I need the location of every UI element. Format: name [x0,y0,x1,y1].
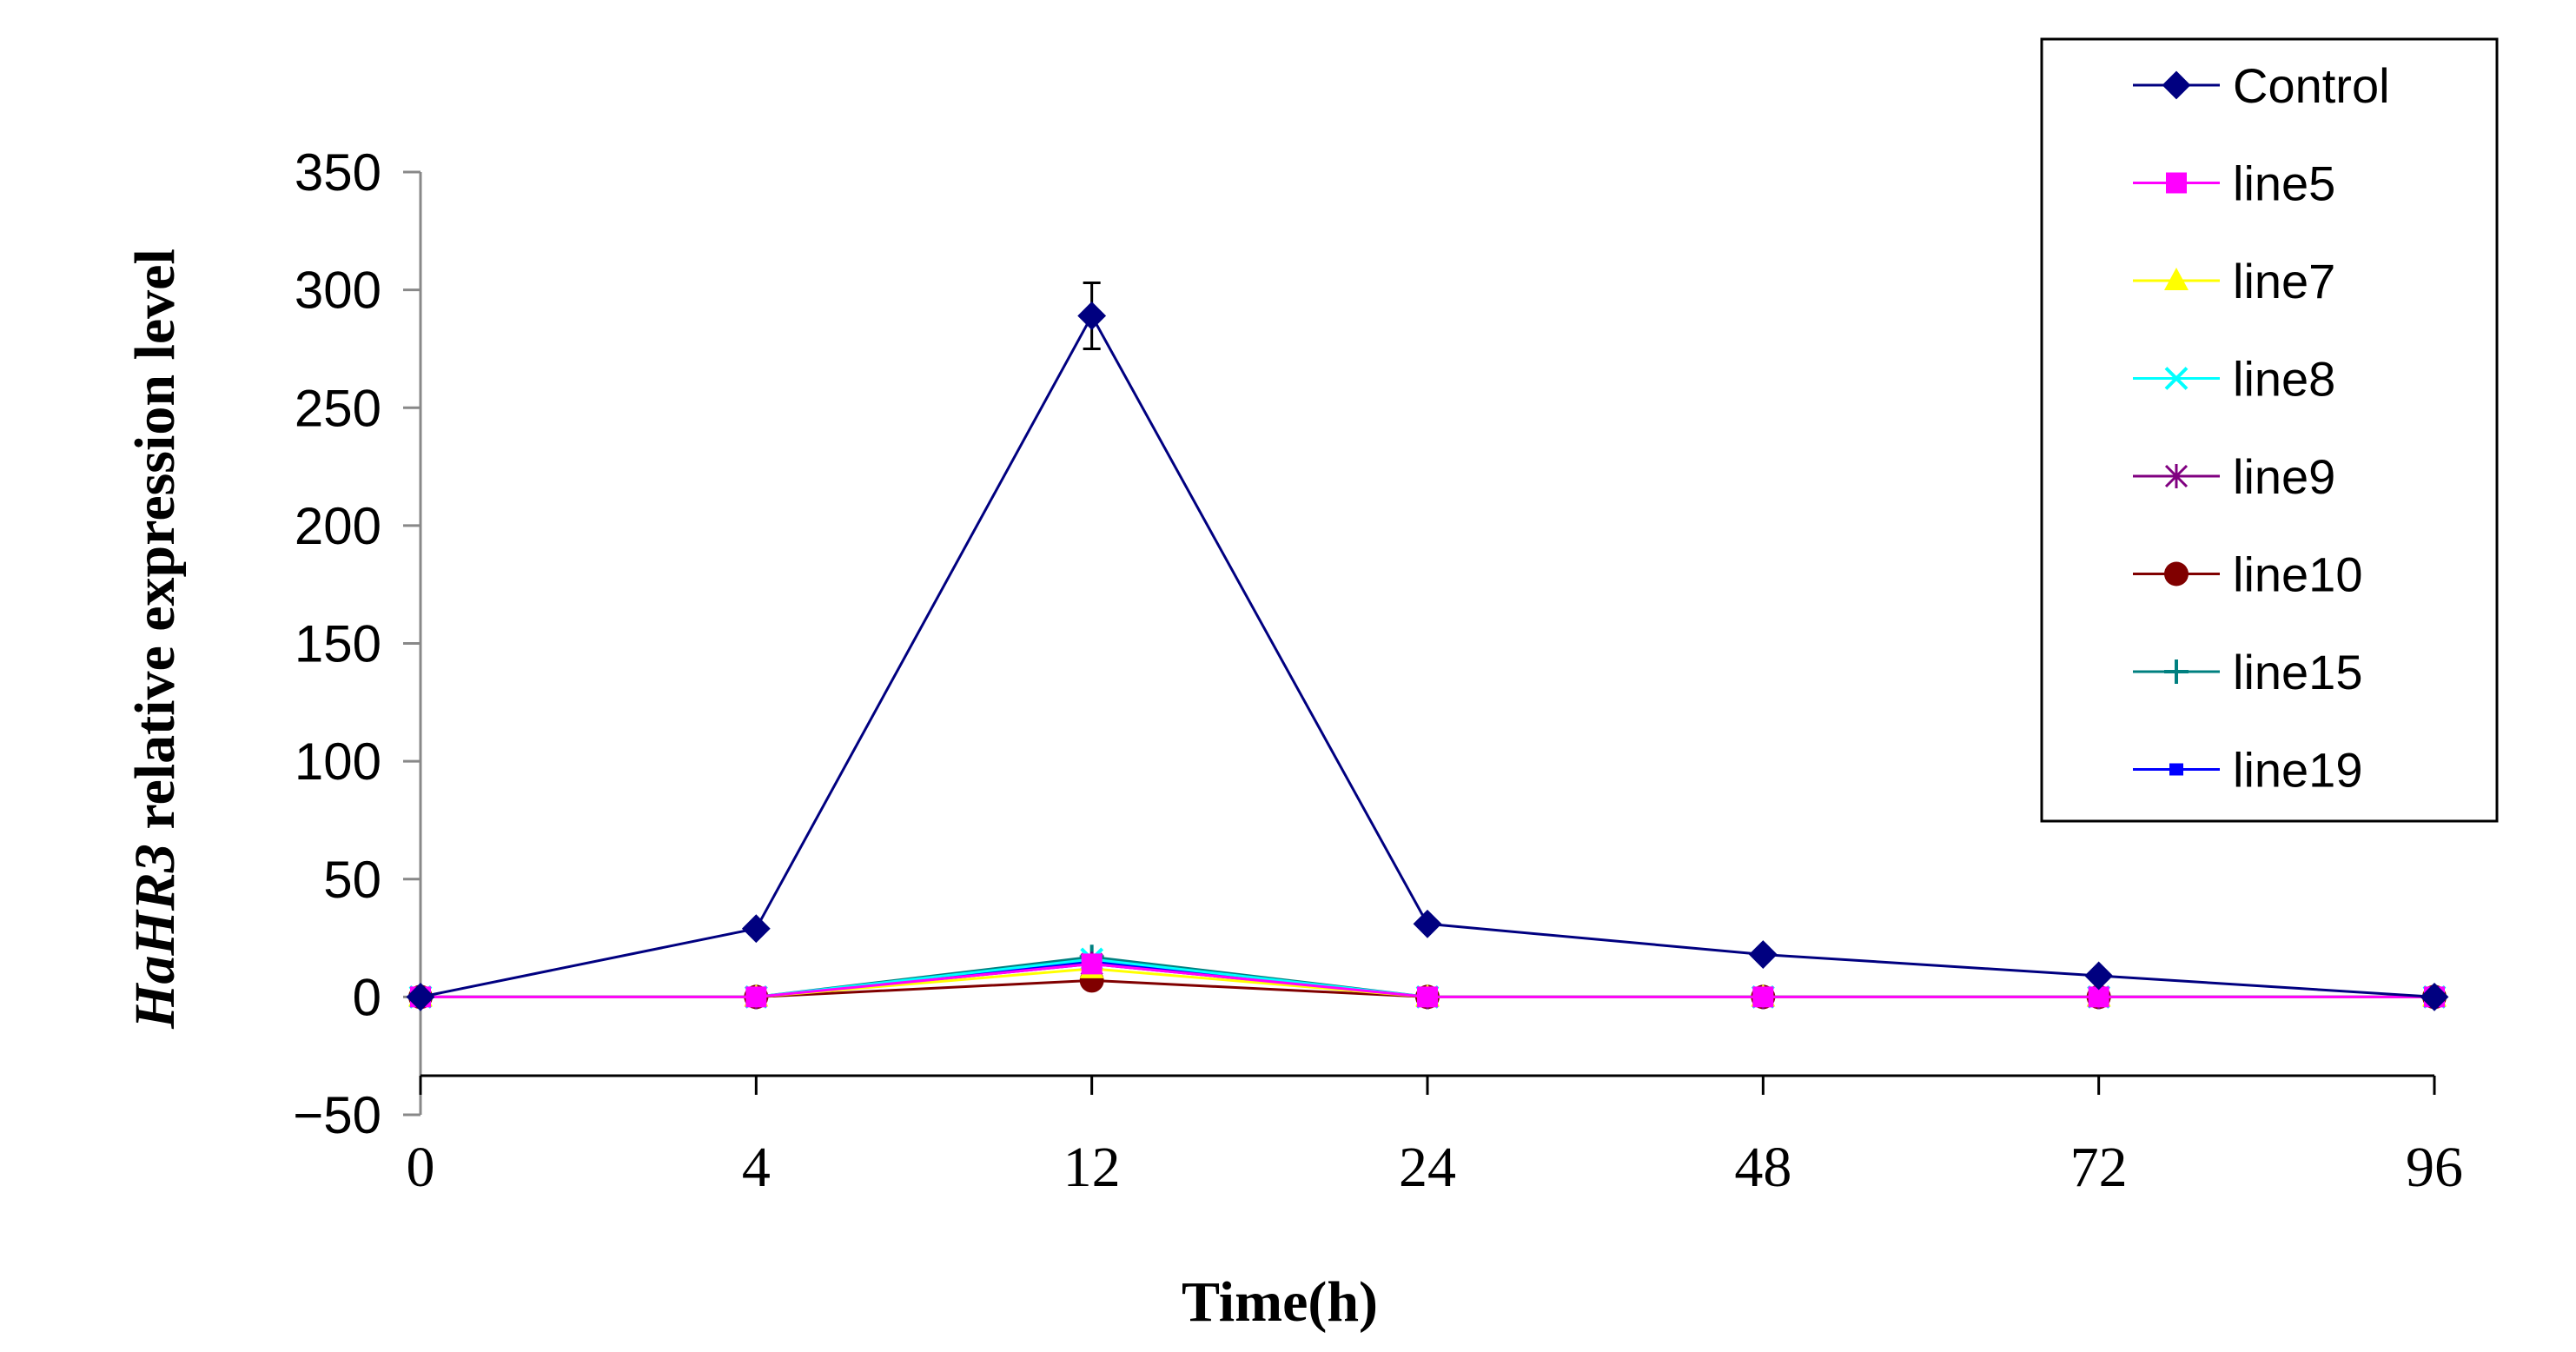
data-point [2420,982,2449,1011]
legend-label: line9 [2233,449,2335,504]
legend-label: Control [2233,58,2390,113]
legend-box [2040,37,2499,823]
data-point [1077,302,1107,330]
y-tick-label: 350 [295,143,381,202]
data-point [1748,940,1778,969]
x-tick-label: 48 [1734,1136,1791,1199]
x-tick-label: 24 [1399,1136,1456,1199]
x-axis-title: Time(h) [1182,1270,1378,1334]
legend-item-line15: line15 [2133,645,2362,699]
legend-marker [2162,70,2191,100]
x-axis: 0 4 12 24 48 72 96 [407,1074,2463,1199]
data-point [741,914,771,944]
data-point [1752,986,1774,1008]
y-tick-label: 50 [323,851,381,909]
legend-label: line8 [2233,352,2335,407]
data-point [745,986,767,1008]
y-axis-title: HaHR3 relative expression level [123,249,187,1030]
legend-item-line19: line19 [2133,743,2362,798]
x-tick-label: 4 [742,1136,771,1199]
legend-item-line10: line10 [2133,547,2362,602]
legend-label: line5 [2233,156,2335,211]
legend-marker [2164,561,2189,587]
x-tick-label: 72 [2070,1136,2128,1199]
y-tick-label: 250 [295,379,381,437]
data-point [1413,909,1442,938]
legend-item-line7: line7 [2133,254,2335,308]
data-point [2084,961,2114,991]
data-point [1081,953,1103,975]
legend-label: line10 [2233,547,2362,602]
x-tick-label: 12 [1063,1136,1121,1199]
y-tick-label: 300 [295,262,381,320]
y-tick-label: 150 [295,615,381,673]
series-Control [406,281,2449,1011]
legend-item-line8: line8 [2133,352,2335,407]
legend-item-line5: line5 [2133,156,2335,211]
legend-marker [2164,367,2189,390]
y-tick-label: 200 [295,497,381,555]
series-line5 [410,953,2445,1008]
y-tick-label: 0 [353,968,381,1026]
legend-marker [2164,659,2189,684]
legend-label: line19 [2233,743,2362,798]
series-layer [406,281,2449,1011]
legend-marker [2169,763,2183,776]
data-point [406,982,435,1011]
legend-marker [2164,268,2189,290]
legend: Control line5 line7 line8 line9 line10 line15 l… [2040,37,2499,823]
legend-item-line9: line9 [2133,449,2335,504]
legend-label: line15 [2233,645,2362,699]
x-tick-label: 96 [2406,1136,2463,1199]
x-tick-label: 0 [407,1136,435,1199]
y-tick-label: −50 [293,1086,381,1144]
data-point [1417,986,1438,1008]
legend-label: line7 [2233,254,2335,308]
legend-item-Control: Control [2133,58,2390,113]
legend-marker [2164,464,2189,488]
y-tick-label: 100 [295,732,381,791]
y-axis: −50 0 50 100 150 200 250 300 350 [293,143,422,1144]
legend-marker [2166,172,2187,194]
